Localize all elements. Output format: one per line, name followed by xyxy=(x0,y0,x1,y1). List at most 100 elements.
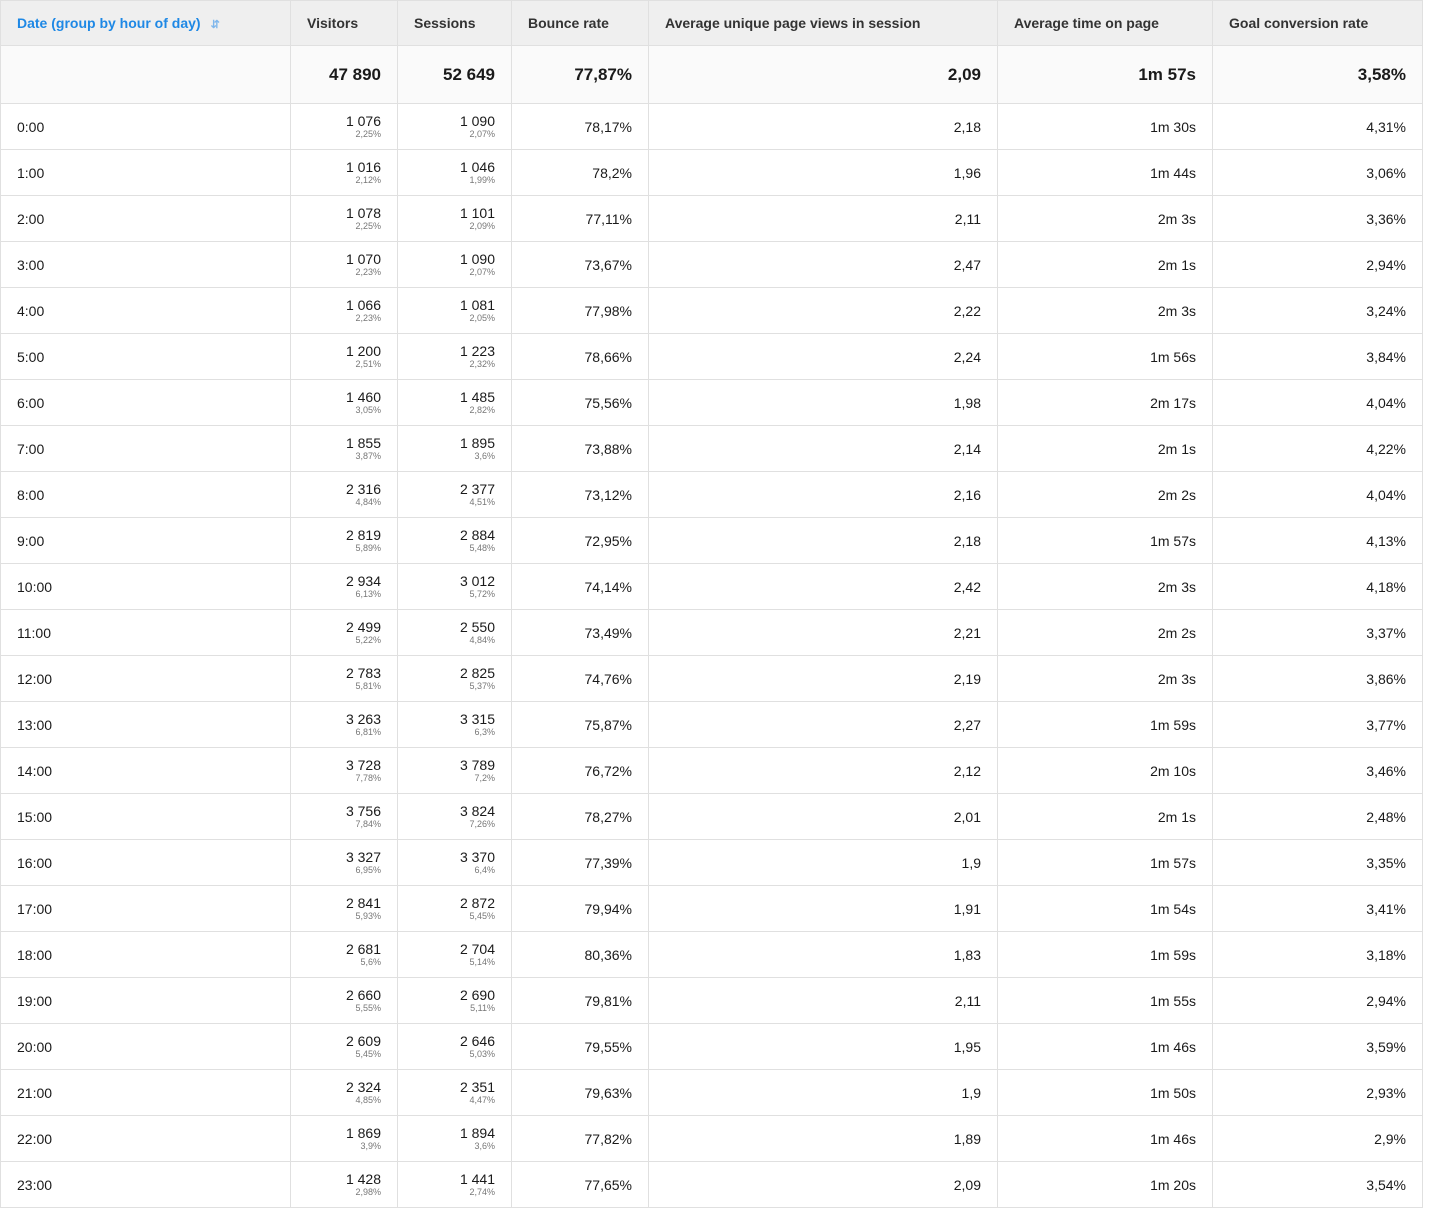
cell-avg-page-views: 2,42 xyxy=(648,563,998,610)
sessions-value: 2 377 xyxy=(459,480,495,497)
cell-conversion: 2,48% xyxy=(1212,793,1423,840)
cell-avg-time: 1m 20s xyxy=(997,1161,1213,1208)
cell-conversion: 3,35% xyxy=(1212,839,1423,886)
table-row: 15:00 3 756 7,84% 3 824 7,26% 78,27% 2,01 2m 1s… xyxy=(0,793,1423,840)
visitors-value: 1 460 xyxy=(345,388,381,405)
cell-date: 10:00 xyxy=(0,563,291,610)
cell-avg-page-views: 1,89 xyxy=(648,1115,998,1162)
totals-avg-page-views: 2,09 xyxy=(648,45,998,104)
visitors-value: 1 869 xyxy=(345,1124,381,1141)
cell-visitors: 3 728 7,78% xyxy=(290,747,398,794)
cell-avg-page-views: 1,9 xyxy=(648,1069,998,1116)
cell-sessions: 2 646 5,03% xyxy=(397,1023,512,1070)
cell-bounce-rate: 74,14% xyxy=(511,563,649,610)
visitors-value: 2 841 xyxy=(345,894,381,911)
cell-conversion: 4,04% xyxy=(1212,379,1423,426)
cell-sessions: 1 090 2,07% xyxy=(397,241,512,288)
column-header-bounce-rate[interactable]: Bounce rate xyxy=(511,0,649,46)
cell-bounce-rate: 73,12% xyxy=(511,471,649,518)
cell-avg-time: 1m 46s xyxy=(997,1023,1213,1070)
cell-conversion: 4,22% xyxy=(1212,425,1423,472)
cell-visitors: 2 819 5,89% xyxy=(290,517,398,564)
cell-sessions: 1 894 3,6% xyxy=(397,1115,512,1162)
column-header-avg-page-views[interactable]: Average unique page views in session xyxy=(648,0,998,46)
cell-avg-time: 1m 50s xyxy=(997,1069,1213,1116)
table-row: 18:00 2 681 5,6% 2 704 5,14% 80,36% 1,83 1m 59s… xyxy=(0,931,1423,978)
cell-visitors: 2 660 5,55% xyxy=(290,977,398,1024)
cell-avg-page-views: 1,9 xyxy=(648,839,998,886)
cell-bounce-rate: 74,76% xyxy=(511,655,649,702)
cell-bounce-rate: 77,98% xyxy=(511,287,649,334)
cell-date: 2:00 xyxy=(0,195,291,242)
visitors-value: 1 070 xyxy=(345,250,381,267)
visitors-share: 7,84% xyxy=(355,818,381,829)
sessions-share: 3,6% xyxy=(474,1140,495,1151)
cell-sessions: 1 046 1,99% xyxy=(397,149,512,196)
sort-up-down-icon[interactable]: ⇵ xyxy=(210,18,220,31)
cell-date: 4:00 xyxy=(0,287,291,334)
cell-date: 12:00 xyxy=(0,655,291,702)
sessions-share: 6,3% xyxy=(474,726,495,737)
sessions-value: 1 090 xyxy=(459,112,495,129)
sessions-value: 3 789 xyxy=(459,756,495,773)
cell-sessions: 3 789 7,2% xyxy=(397,747,512,794)
cell-avg-page-views: 2,47 xyxy=(648,241,998,288)
cell-visitors: 2 324 4,85% xyxy=(290,1069,398,1116)
visitors-value: 2 681 xyxy=(345,940,381,957)
cell-sessions: 3 012 5,72% xyxy=(397,563,512,610)
cell-date: 11:00 xyxy=(0,609,291,656)
sessions-value: 1 081 xyxy=(459,296,495,313)
visitors-share: 5,89% xyxy=(355,542,381,553)
totals-date xyxy=(0,45,291,104)
cell-avg-time: 2m 10s xyxy=(997,747,1213,794)
visitors-value: 1 066 xyxy=(345,296,381,313)
visitors-share: 7,78% xyxy=(355,772,381,783)
visitors-share: 2,25% xyxy=(355,220,381,231)
cell-conversion: 3,59% xyxy=(1212,1023,1423,1070)
cell-avg-page-views: 1,96 xyxy=(648,149,998,196)
cell-avg-page-views: 2,27 xyxy=(648,701,998,748)
cell-sessions: 2 825 5,37% xyxy=(397,655,512,702)
cell-conversion: 3,24% xyxy=(1212,287,1423,334)
sessions-share: 2,07% xyxy=(469,128,495,139)
sessions-share: 1,99% xyxy=(469,174,495,185)
visitors-share: 5,81% xyxy=(355,680,381,691)
column-header-visitors[interactable]: Visitors xyxy=(290,0,398,46)
cell-avg-time: 1m 44s xyxy=(997,149,1213,196)
cell-date: 5:00 xyxy=(0,333,291,380)
visitors-value: 1 016 xyxy=(345,158,381,175)
visitors-value: 3 756 xyxy=(345,802,381,819)
sessions-value: 1 223 xyxy=(459,342,495,359)
cell-bounce-rate: 77,11% xyxy=(511,195,649,242)
cell-visitors: 1 855 3,87% xyxy=(290,425,398,472)
cell-avg-page-views: 2,11 xyxy=(648,977,998,1024)
column-header-date[interactable]: Date (group by hour of day) ⇵ xyxy=(0,0,291,46)
table-row: 7:00 1 855 3,87% 1 895 3,6% 73,88% 2,14 2m 1s 4,… xyxy=(0,425,1423,472)
column-header-sessions[interactable]: Sessions xyxy=(397,0,512,46)
sessions-value: 1 101 xyxy=(459,204,495,221)
cell-sessions: 2 704 5,14% xyxy=(397,931,512,978)
cell-conversion: 4,13% xyxy=(1212,517,1423,564)
cell-avg-page-views: 2,18 xyxy=(648,103,998,150)
cell-date: 7:00 xyxy=(0,425,291,472)
cell-visitors: 2 934 6,13% xyxy=(290,563,398,610)
sessions-share: 2,74% xyxy=(469,1186,495,1197)
cell-visitors: 2 783 5,81% xyxy=(290,655,398,702)
cell-bounce-rate: 79,81% xyxy=(511,977,649,1024)
cell-sessions: 1 101 2,09% xyxy=(397,195,512,242)
cell-sessions: 2 884 5,48% xyxy=(397,517,512,564)
cell-avg-time: 1m 46s xyxy=(997,1115,1213,1162)
cell-avg-time: 2m 1s xyxy=(997,241,1213,288)
cell-avg-page-views: 1,83 xyxy=(648,931,998,978)
visitors-share: 5,93% xyxy=(355,910,381,921)
column-header-conversion[interactable]: Goal conversion rate xyxy=(1212,0,1423,46)
sessions-share: 6,4% xyxy=(474,864,495,875)
cell-date: 21:00 xyxy=(0,1069,291,1116)
cell-date: 18:00 xyxy=(0,931,291,978)
cell-avg-page-views: 2,22 xyxy=(648,287,998,334)
sessions-value: 1 894 xyxy=(459,1124,495,1141)
visitors-value: 3 327 xyxy=(345,848,381,865)
cell-bounce-rate: 79,63% xyxy=(511,1069,649,1116)
cell-bounce-rate: 72,95% xyxy=(511,517,649,564)
column-header-avg-time[interactable]: Average time on page xyxy=(997,0,1213,46)
